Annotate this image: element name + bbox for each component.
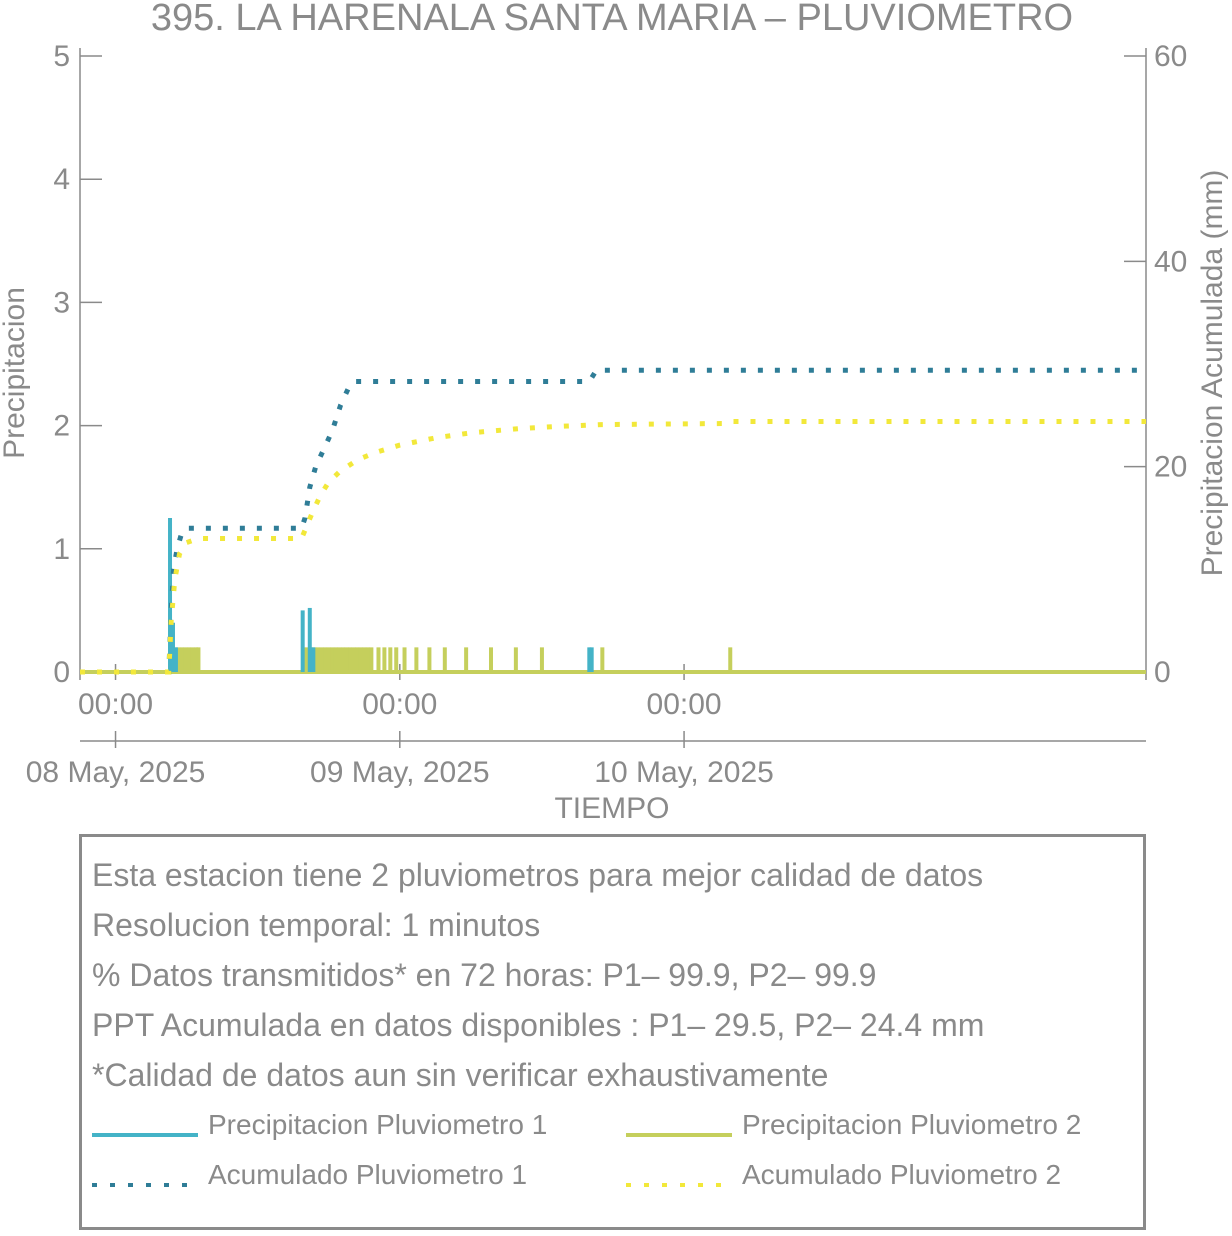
- x-tick-date-label: 10 May, 2025: [594, 756, 774, 789]
- bar-pluviometro-2: [179, 647, 184, 672]
- bars-pluviometro-2: [80, 610, 1146, 674]
- bar-pluviometro-2: [365, 647, 370, 672]
- x-axis-label: TIEMPO: [554, 792, 669, 825]
- info-line-transmitted: % Datos transmitidos* en 72 horas: P1– 9…: [92, 957, 877, 993]
- y-axis-right-label: Precipitacion Acumulada (mm): [1196, 170, 1229, 577]
- bar-pluviometro-2: [414, 647, 419, 672]
- bar-pluviometro-2: [539, 647, 544, 672]
- bar-pluviometro-2: [337, 647, 342, 672]
- legend-label-precip-1: Precipitacion Pluviometro 1: [208, 1109, 548, 1140]
- line-acumulado-pluviometro-1: [80, 367, 1146, 675]
- bar-pluviometro-1: [300, 610, 305, 672]
- info-line-stations: Esta estacion tiene 2 pluviometros para …: [92, 857, 984, 893]
- axes: 0 1 2 3 4 5 0 20 40 60 00:00 08 May, 2025 00:00 09 Ma…: [26, 40, 1188, 789]
- bar-pluviometro-2: [369, 647, 374, 672]
- legend-swatch-acum-1: [92, 1183, 198, 1187]
- info-box: Esta estacion tiene 2 pluviometros para …: [79, 834, 1146, 1230]
- y-left-tick-label: 4: [53, 163, 70, 196]
- bar-pluviometro-2: [355, 647, 360, 672]
- bar-pluviometro-1: [307, 607, 312, 672]
- legend-label-acum-1: Acumulado Pluviometro 1: [208, 1159, 528, 1190]
- info-line-accumulated: PPT Acumulada en datos disponibles : P1–…: [92, 1007, 985, 1043]
- bar-pluviometro-1: [589, 647, 594, 672]
- legend-swatch-acum-2: [626, 1183, 732, 1187]
- y-left-tick-label: 3: [53, 286, 70, 319]
- bar-pluviometro-2: [326, 647, 331, 672]
- bar-pluviometro-2: [600, 647, 605, 672]
- line-acumulado-pluviometro-2: [80, 419, 1146, 675]
- y-right-tick-label: 40: [1154, 245, 1187, 278]
- y-left-tick-label: 2: [53, 410, 70, 443]
- bar-pluviometro-2: [362, 647, 367, 672]
- y-right-tick-label: 20: [1154, 451, 1187, 484]
- bar-pluviometro-2: [382, 647, 387, 672]
- legend-label-acum-2: Acumulado Pluviometro 2: [742, 1159, 1062, 1190]
- bar-pluviometro-1: [587, 647, 592, 672]
- bar-pluviometro-2: [344, 647, 349, 672]
- legend-swatch-precip-1: [92, 1133, 198, 1137]
- legend-swatch-precip-2: [626, 1133, 732, 1137]
- info-line-resolution: Resolucion temporal: 1 minutos: [92, 907, 541, 943]
- chart-title: 395. LA HARENALA SANTA MARIA – PLUVIOMET…: [151, 0, 1073, 39]
- bar-pluviometro-2: [427, 647, 432, 672]
- y-left-tick-label: 0: [53, 656, 70, 689]
- legend-label-precip-2: Precipitacion Pluviometro 2: [742, 1109, 1082, 1140]
- bar-pluviometro-2: [333, 647, 338, 672]
- cumulative-lines: [80, 367, 1146, 675]
- bar-pluviometro-2: [402, 647, 407, 672]
- bar-pluviometro-2: [376, 647, 381, 672]
- bar-pluviometro-1: [311, 647, 316, 672]
- bar-pluviometro-2: [489, 647, 494, 672]
- bar-pluviometro-2: [190, 647, 195, 672]
- y-right-tick-label: 60: [1154, 40, 1187, 73]
- bar-pluviometro-2: [394, 647, 399, 672]
- y-right-tick-label: 0: [1154, 656, 1171, 689]
- bar-pluviometro-2: [351, 647, 356, 672]
- bar-pluviometro-2: [176, 647, 181, 672]
- bar-pluviometro-2: [330, 647, 335, 672]
- bar-pluviometro-2: [340, 647, 345, 672]
- bar-pluviometro-2: [513, 647, 518, 672]
- x-tick-date-label: 08 May, 2025: [26, 756, 206, 789]
- bar-pluviometro-1: [170, 622, 175, 672]
- y-left-tick-label: 5: [53, 40, 70, 73]
- bar-pluviometro-2: [196, 647, 201, 672]
- rain-chart: 395. LA HARENALA SANTA MARIA – PLUVIOMET…: [0, 0, 1229, 825]
- x-tick-time-label: 00:00: [78, 688, 153, 721]
- bars-pluviometro-1: [168, 518, 594, 672]
- bar-pluviometro-1: [173, 647, 178, 672]
- info-line-quality-note: *Calidad de datos aun sin verificar exha…: [92, 1057, 829, 1093]
- x-tick-time-label: 00:00: [647, 688, 722, 721]
- bar-pluviometro-1: [168, 518, 173, 672]
- bar-pluviometro-2: [186, 647, 191, 672]
- y-left-tick-label: 1: [53, 533, 70, 566]
- x-tick-time-label: 00:00: [362, 688, 437, 721]
- bar-pluviometro-2: [728, 647, 733, 672]
- bar-pluviometro-2: [348, 647, 353, 672]
- bar-pluviometro-2: [323, 647, 328, 672]
- bar-pluviometro-2: [316, 647, 321, 672]
- bar-pluviometro-2: [442, 647, 447, 672]
- y-axis-left-label: Precipitacion: [0, 287, 31, 459]
- x-tick-date-label: 09 May, 2025: [310, 756, 490, 789]
- bar-pluviometro-2: [305, 647, 310, 672]
- bar-pluviometro-2: [194, 647, 199, 672]
- bar-pluviometro-2: [319, 647, 324, 672]
- bar-pluviometro-2: [388, 647, 393, 672]
- bar-pluviometro-2: [358, 647, 363, 672]
- bar-pluviometro-2: [183, 647, 188, 672]
- bar-pluviometro-2: [464, 647, 469, 672]
